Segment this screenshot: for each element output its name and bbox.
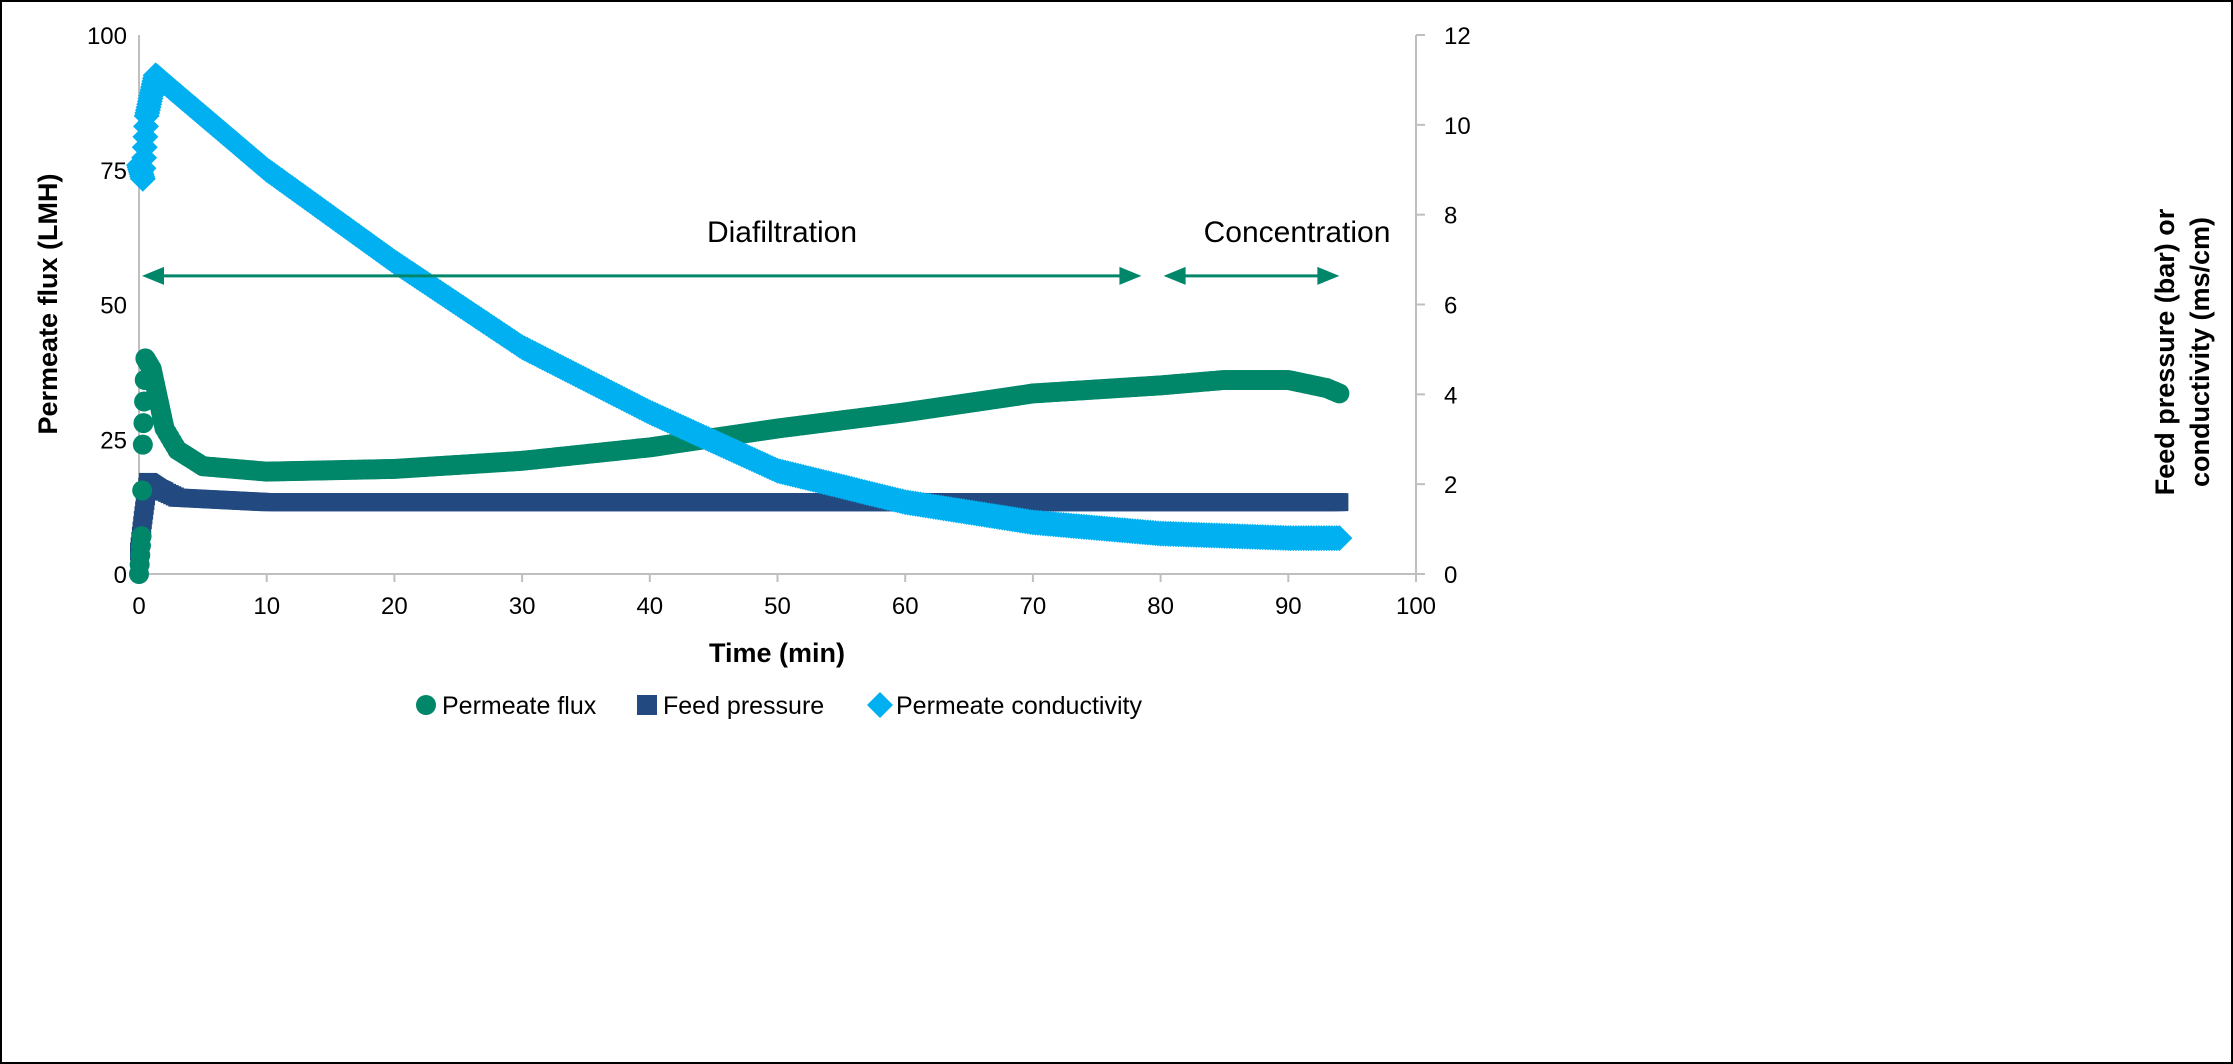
y-left-axis-title: Permeate flux (LMH) bbox=[33, 173, 63, 434]
data-point bbox=[1326, 525, 1353, 552]
data-point bbox=[1330, 493, 1349, 512]
legend-label: Permeate flux bbox=[442, 692, 597, 720]
legend-marker-circle-icon bbox=[416, 695, 436, 715]
y-right-tick-label: 6 bbox=[1444, 293, 1457, 320]
legend-item: Permeate flux bbox=[416, 692, 597, 720]
arrow-head-left-icon bbox=[1163, 266, 1186, 285]
series-feed-pressure bbox=[130, 472, 1349, 561]
series-permeate-conductivity bbox=[126, 62, 1353, 552]
x-tick-label: 100 bbox=[1396, 593, 1436, 620]
arrow-head-right-icon bbox=[1119, 266, 1142, 285]
arrow-head-left-icon bbox=[142, 266, 164, 285]
data-point bbox=[131, 526, 152, 547]
y-left-tick-label: 25 bbox=[100, 427, 127, 454]
x-tick-label: 0 bbox=[132, 593, 145, 620]
y-right-tick-label: 12 bbox=[1444, 23, 1471, 50]
x-axis-title: Time (min) bbox=[709, 638, 845, 668]
data-point bbox=[132, 480, 153, 501]
y-left-tick-label: 75 bbox=[100, 158, 127, 185]
legend-label: Permeate conductivity bbox=[896, 692, 1142, 720]
y-right-tick-label: 2 bbox=[1444, 472, 1457, 499]
legend-label: Feed pressure bbox=[663, 692, 824, 720]
data-point bbox=[1329, 383, 1350, 404]
x-tick-label: 30 bbox=[509, 593, 536, 620]
y-right-axis-title-line2: conductivity (ms/cm) bbox=[2185, 217, 2215, 487]
x-tick-label: 40 bbox=[636, 593, 663, 620]
y-left-tick-label: 50 bbox=[100, 293, 127, 320]
legend-marker-square-icon bbox=[637, 695, 657, 715]
annotations: Diafiltration Concentration bbox=[142, 216, 1390, 285]
y-left-tick-label: 100 bbox=[87, 23, 127, 50]
legend-item: Feed pressure bbox=[637, 692, 824, 720]
y-right-tick-label: 4 bbox=[1444, 382, 1457, 409]
annotation-label: Concentration bbox=[1204, 216, 1391, 249]
data-marks bbox=[126, 62, 1353, 584]
x-tick-label: 50 bbox=[764, 593, 791, 620]
x-tick-label: 10 bbox=[253, 593, 280, 620]
x-tick-label: 70 bbox=[1020, 593, 1047, 620]
x-tick-label: 20 bbox=[381, 593, 408, 620]
y-right-tick-label: 0 bbox=[1444, 562, 1457, 589]
arrow-head-right-icon bbox=[1317, 266, 1340, 285]
x-tick-label: 80 bbox=[1147, 593, 1174, 620]
y-right-axis-title-line1: Feed pressure (bar) or bbox=[2150, 208, 2180, 495]
data-point bbox=[133, 413, 154, 434]
x-tick-label: 60 bbox=[892, 593, 919, 620]
y-left-tick-label: 0 bbox=[114, 562, 127, 589]
legend: Permeate flux Feed pressure Permeate condu… bbox=[416, 692, 1142, 720]
x-tick-label: 90 bbox=[1275, 593, 1302, 620]
legend-item: Permeate conductivity bbox=[867, 692, 1142, 720]
y-right-tick-label: 10 bbox=[1444, 113, 1471, 140]
data-point bbox=[132, 434, 153, 455]
axes: 0 10 20 30 40 50 60 70 80 90 100 0 25 50 75 100 0 2 4 6 8 10 1… bbox=[87, 23, 1471, 620]
series-permeate-flux bbox=[129, 348, 1350, 584]
y-right-tick-label: 8 bbox=[1444, 203, 1457, 230]
legend-marker-diamond-icon bbox=[867, 692, 893, 718]
annotation-label: Diafiltration bbox=[707, 216, 857, 249]
